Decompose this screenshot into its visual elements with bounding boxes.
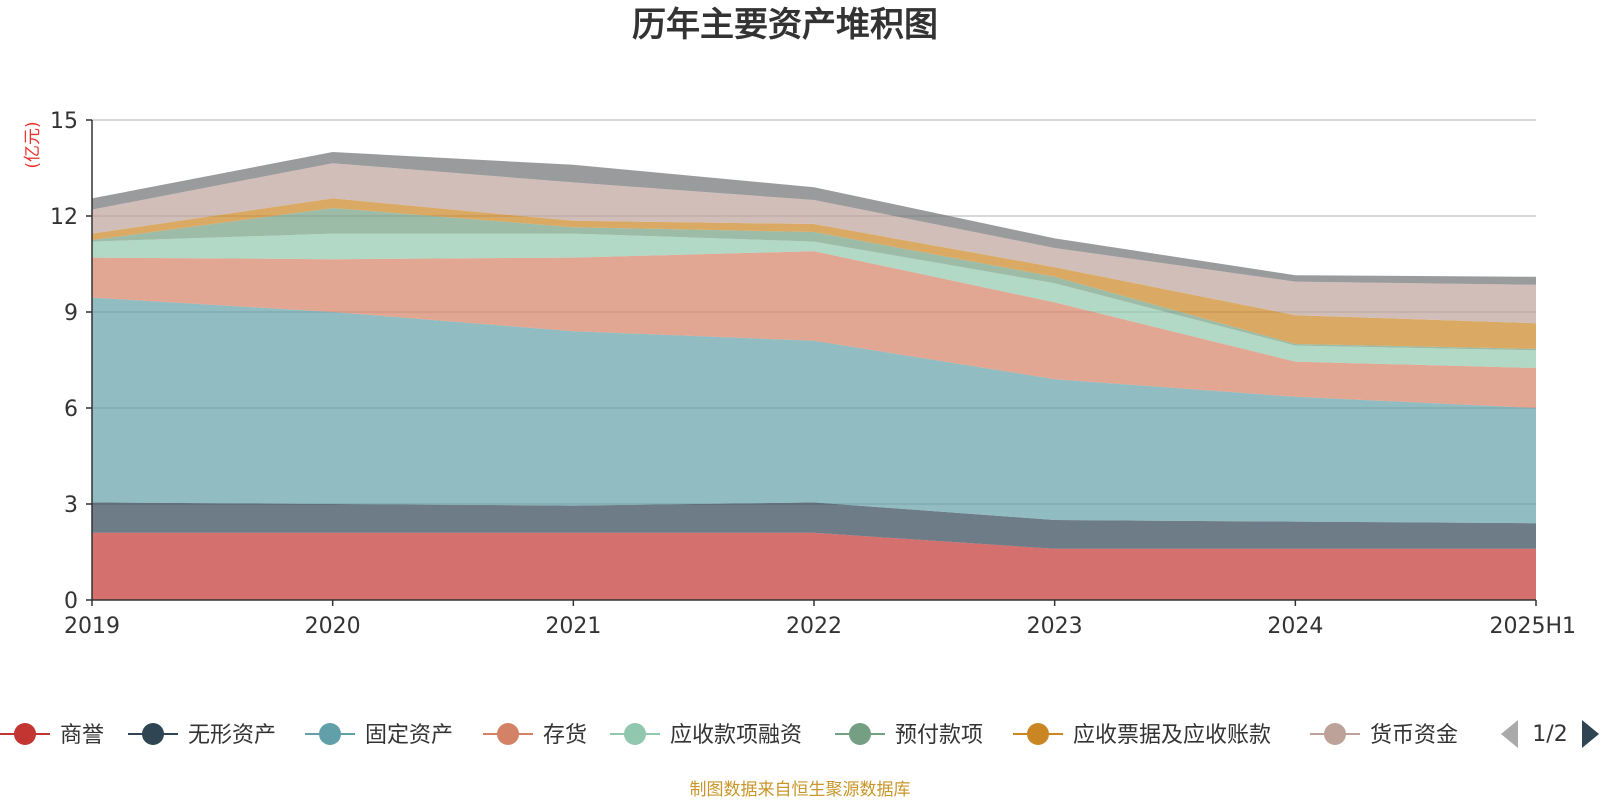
legend-label: 应收款项融资 bbox=[670, 723, 802, 748]
y-tick-label: 0 bbox=[64, 589, 78, 614]
area-series-7 bbox=[92, 198, 1536, 349]
y-tick-label: 3 bbox=[64, 493, 78, 518]
area-series-6 bbox=[92, 208, 1536, 351]
legend-marker-icon bbox=[1027, 723, 1049, 745]
legend-marker-icon bbox=[142, 723, 164, 745]
x-tick-label: 2024 bbox=[1267, 614, 1323, 639]
legend-item[interactable]: 固定资产 bbox=[305, 723, 453, 748]
legend-item[interactable]: 应收款项融资 bbox=[610, 723, 802, 748]
legend-label: 应收票据及应收账款 bbox=[1073, 723, 1271, 748]
legend-item[interactable]: 存货 bbox=[483, 723, 587, 748]
legend: 商誉 无形资产 固定资产 存货 应收款项融资 预付款项 应收票据及应收账款 货币资金 bbox=[0, 723, 1458, 748]
y-tick-label: 9 bbox=[64, 301, 78, 326]
area-series-group bbox=[92, 152, 1536, 600]
x-tick-label: 2022 bbox=[786, 614, 842, 639]
legend-label: 货币资金 bbox=[1370, 723, 1458, 748]
legend-label: 商誉 bbox=[60, 723, 104, 748]
area-series-4 bbox=[92, 251, 1536, 408]
data-source-note: 制图数据来自恒生聚源数据库 bbox=[690, 780, 911, 800]
x-tick-label: 2020 bbox=[305, 614, 361, 639]
x-tick-label: 2025H1 bbox=[1489, 614, 1576, 639]
chart-title: 历年主要资产堆积图 bbox=[632, 5, 938, 45]
y-axis-unit-label: (亿元) bbox=[23, 121, 43, 168]
y-tick-label: 15 bbox=[50, 109, 78, 134]
legend-marker-icon bbox=[1324, 723, 1346, 745]
legend-pager: 1/2 bbox=[1501, 720, 1599, 748]
legend-marker-icon bbox=[849, 723, 871, 745]
area-series-3 bbox=[92, 297, 1536, 524]
area-series-1 bbox=[92, 532, 1536, 600]
axes: 0 3 6 9 12 15 2019 2020 2021 2022 2023 2024 2025H1 bbox=[50, 109, 1576, 639]
area-series-5 bbox=[92, 233, 1536, 368]
legend-prev-page-icon[interactable] bbox=[1501, 720, 1518, 748]
legend-item[interactable]: 货币资金 bbox=[1310, 723, 1458, 748]
x-tick-label: 2021 bbox=[545, 614, 601, 639]
legend-marker-icon bbox=[497, 723, 519, 745]
y-tick-label: 6 bbox=[64, 397, 78, 422]
legend-label: 固定资产 bbox=[365, 723, 453, 748]
legend-item[interactable]: 无形资产 bbox=[128, 723, 276, 748]
x-tick-label: 2019 bbox=[64, 614, 120, 639]
legend-item[interactable]: 应收票据及应收账款 bbox=[1013, 723, 1271, 748]
legend-marker-icon bbox=[624, 723, 646, 745]
legend-marker-icon bbox=[319, 723, 341, 745]
legend-label: 存货 bbox=[543, 723, 587, 748]
legend-marker-icon bbox=[14, 723, 36, 745]
legend-page-indicator: 1/2 bbox=[1532, 722, 1567, 747]
legend-next-page-icon[interactable] bbox=[1582, 720, 1599, 748]
area-series-8 bbox=[92, 163, 1536, 324]
legend-item[interactable]: 预付款项 bbox=[835, 723, 983, 748]
legend-label: 无形资产 bbox=[188, 723, 276, 748]
area-series-2 bbox=[92, 502, 1536, 549]
x-tick-label: 2023 bbox=[1027, 614, 1083, 639]
y-tick-label: 12 bbox=[50, 205, 78, 230]
legend-label: 预付款项 bbox=[895, 723, 983, 748]
legend-item[interactable]: 商誉 bbox=[0, 723, 104, 748]
